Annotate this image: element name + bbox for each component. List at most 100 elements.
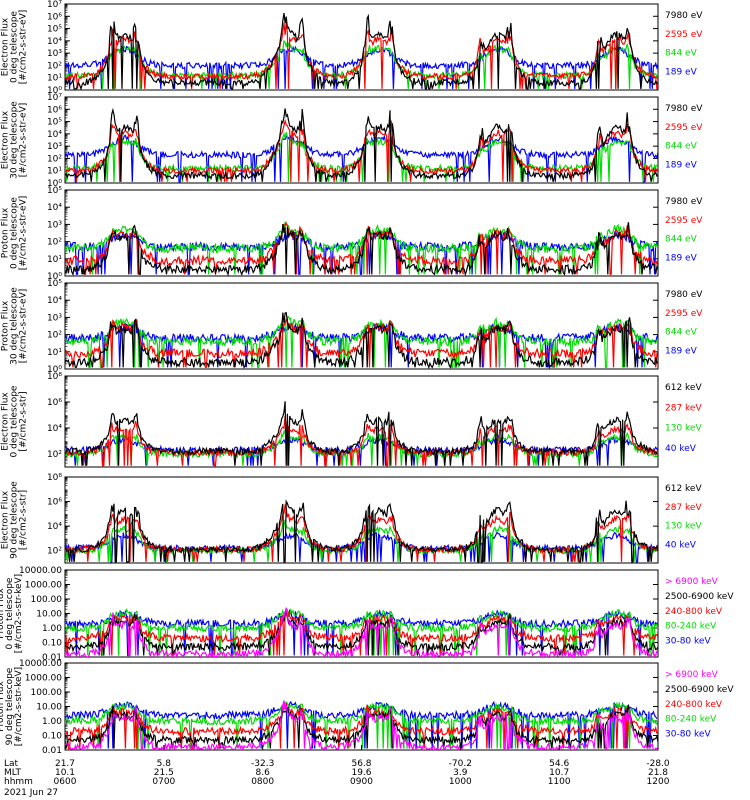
legend-entry: 2595 eV [665,216,703,226]
legend-entry: 7980 eV [665,11,703,21]
date-label: 2021 Jun 27 [4,788,58,798]
legend-entry: 612 keV [665,484,702,494]
x-tick-label: -70.2 [449,759,472,769]
flux-series-80-240-kev [65,607,658,657]
flux-series-2595-ev [65,318,658,368]
legend-entry: 844 eV [665,328,698,338]
flux-series-7980-ev [65,12,658,90]
flux-series-7980-ev [65,107,658,182]
legend-entry: 30-80 keV [665,730,711,740]
x-tick-label: 0900 [350,777,373,787]
legend-entry: > 6900 keV [665,670,719,680]
y-tick-label: 10⁴ [47,37,62,47]
y-tick-label: 10.00 [36,703,62,713]
x-row-label: Lat [4,759,19,769]
x-axis-labels: Lat 21.7 5.8 -32.3 56.8 -70.2 54.6 -28.0 MLT 10.1… [4,745,670,798]
flux-series-30-80-kev [65,700,658,749]
y-tick-label: 10⁴ [47,203,62,213]
legend-entry: 189 eV [665,161,698,171]
legend-entry: 40 keV [665,444,697,454]
legend-entry: 2595 eV [665,123,703,133]
y-tick-label: 10⁰ [47,272,62,282]
flux-series-80-240-kev [65,700,658,750]
series-group [65,401,658,467]
series-group [65,700,658,750]
x-tick-label: 10.1 [55,768,75,778]
y-tick-label: 10⁷ [47,93,62,103]
y-axis-label: TEDElectron Flux30 deg telescope[#/cm2-s… [0,101,29,179]
flux-series-612-kev [65,499,658,563]
y-tick-label: 10⁵ [47,118,62,128]
x-tick-label: 54.6 [549,759,569,769]
flux-series-240-800-kev [65,611,658,656]
y-axis-label: TEDElectron Flux0 deg telescope[#/cm2-s-… [0,10,29,85]
legend-entry: 2595 eV [665,309,703,319]
legend-entry: 2595 eV [665,30,703,40]
y-axis-label: TEDProton Flux0 deg telescope[#/cm2-s-st… [0,196,29,271]
y-axis-label: Proton Flux90 deg telescope[#/cm2-s-str-… [0,667,24,746]
series-group [65,12,658,90]
legend-entry: 7980 eV [665,290,703,300]
y-tick-label: 10² [47,238,62,248]
y-tick-label: 10⁶ [47,398,62,408]
legend-entry: 30-80 keV [665,637,711,647]
legend-entry: 612 keV [665,383,702,393]
legend-entry: 240-800 keV [665,607,723,617]
x-tick-label: 56.8 [351,759,371,769]
y-tick-label: 0.01 [42,653,62,663]
y-tick-label: 0.10 [42,639,62,649]
x-tick-label: 10.7 [549,768,569,778]
y-tick-label: 10⁶ [47,498,62,508]
legend-entry: 844 eV [665,49,698,59]
x-tick-label: 0600 [54,777,77,787]
panel-4: 10⁰ 10¹ 10² 10³ 10⁴ 10⁵ TEDProton Flux30 deg t… [0,279,703,375]
y-tick-label: 10² [47,154,62,164]
flux-series-30-80-kev [65,608,658,657]
flux-series-2595-ev [65,221,658,275]
series-group [65,311,658,369]
y-axis-label: Proton Flux0 deg telescope[#/cm2-s-str-k… [0,574,24,653]
x-tick-label: 1100 [548,777,571,787]
y-tick-label: 10³ [47,49,62,59]
x-tick-label: 8.6 [256,768,271,778]
y-axis-label: TEDProton Flux30 deg telescope[#/cm2-s-s… [0,287,29,365]
y-tick-label: 10⁴ [47,424,62,434]
legend-entry: 80-240 keV [665,715,717,725]
flux-series-2595-ev [65,118,658,182]
flux-series-844-ev [65,316,658,368]
y-tick-label: 100.00 [31,688,63,698]
legend-entry: > 6900 keV [665,577,719,587]
y-tick-label: 100.00 [31,595,63,605]
panels-layer: 10⁰ 10¹ 10² 10³ 10⁴ 10⁵ 10⁶ 10⁷ TEDElectron Flux… [0,0,734,756]
legend-entry: 189 eV [665,254,698,264]
flux-series-2500-6900-kev [65,704,658,749]
x-tick-label: -32.3 [251,759,274,769]
y-tick-label: 10⁵ [47,25,62,35]
x-tick-label: 1000 [449,777,472,787]
panel-5: 10² 10⁴ 10⁶ 10⁸ MEPEDElectron Flux0 deg tele… [0,372,702,468]
x-tick-label: 0700 [152,777,175,787]
x-row-label: MLT [4,768,22,778]
series-group [65,499,658,563]
flux-series-189-ev [65,134,658,183]
legend-entry: 287 keV [665,403,702,413]
legend-entry: 2500-6900 keV [665,685,734,695]
legend-entry: 189 eV [665,68,698,78]
x-tick-label: 19.6 [351,768,371,778]
y-tick-label: 10² [47,450,62,460]
legend-entry: 40 keV [665,541,697,551]
series-group [65,221,658,276]
y-axis-label: MEPEDElectron Flux0 deg telescope[#/cm2-… [0,385,29,457]
y-tick-label: 1.00 [42,624,62,634]
y-tick-label: 10¹ [47,348,62,358]
y-tick-label: 0.10 [42,732,62,742]
x-tick-label: 3.9 [453,768,468,778]
flux-series-7980-ev [65,222,658,276]
y-tick-label: 10⁰ [47,86,62,96]
panel-frame [64,282,659,370]
flux-series--6900-kev [65,607,658,657]
y-tick-label: 0.01 [42,746,62,756]
y-tick-label: 10⁴ [47,522,62,532]
panel-2: 10⁰ 10¹ 10² 10³ 10⁴ 10⁵ 10⁶ 10⁷ TEDElectron Flux… [0,93,703,189]
